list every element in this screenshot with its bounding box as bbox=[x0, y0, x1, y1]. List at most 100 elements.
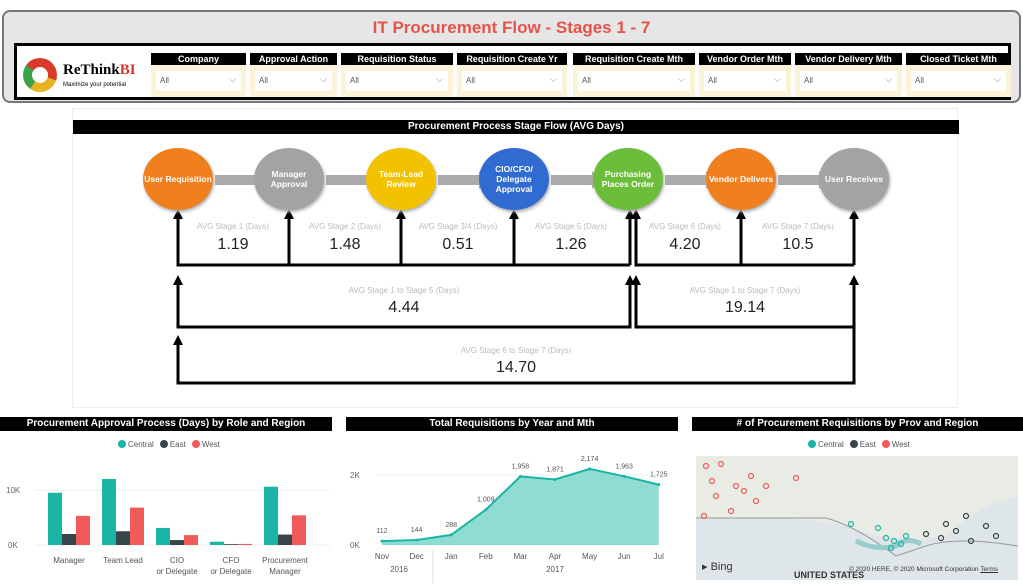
filter-value: All bbox=[160, 76, 169, 85]
metric-label: AVG Stage 7 (Days) bbox=[762, 222, 834, 231]
y-tick: 10K bbox=[6, 486, 21, 495]
bar-east bbox=[278, 534, 292, 545]
map-copyright: © 2020 HERE, © 2020 Microsoft Corporatio… bbox=[849, 566, 998, 573]
total-label: AVG Stage 1 to Stage 5 (Days) bbox=[348, 286, 460, 295]
total-value: 4.44 bbox=[388, 299, 420, 316]
data-point bbox=[657, 483, 661, 487]
map-point bbox=[752, 497, 760, 505]
filter-value: All bbox=[466, 76, 475, 85]
data-point bbox=[622, 474, 626, 478]
arrow-icon bbox=[665, 171, 715, 189]
stage-5: Purchasing Places Order bbox=[593, 148, 663, 210]
data-label: 2,174 bbox=[581, 456, 599, 463]
map-point bbox=[897, 540, 905, 548]
bar-west bbox=[130, 507, 144, 545]
filter-vendor-delivery-mth: Vendor Delivery Mth All ⌵ bbox=[795, 53, 902, 97]
map-legend: Central East West bbox=[808, 440, 910, 449]
filter-dropdown[interactable]: All ⌵ bbox=[156, 71, 241, 91]
filter-bar: ReThinkBI Maximize your potential Compan… bbox=[14, 43, 1011, 100]
bar-east bbox=[62, 534, 76, 545]
map-title: # of Procurement Requisitions by Prov an… bbox=[692, 417, 1023, 431]
legend-west: West bbox=[881, 440, 910, 449]
filter-dropdown[interactable]: All ⌵ bbox=[800, 71, 897, 91]
metric-label: AVG Stage 6 (Days) bbox=[649, 222, 721, 231]
filter-dropdown[interactable]: All ⌵ bbox=[346, 71, 448, 91]
bar-central bbox=[48, 492, 62, 545]
header: IT Procurement Flow - Stages 1 - 7 ReThi… bbox=[2, 10, 1021, 103]
map-point bbox=[874, 524, 882, 532]
filter-requisition-status: Requisition Status All ⌵ bbox=[341, 53, 453, 97]
legend-central: Central bbox=[808, 440, 844, 449]
stage-6: Vendor Delivers bbox=[706, 148, 776, 210]
data-label: 112 bbox=[376, 528, 387, 535]
x-tick-label: Procurement Manager bbox=[262, 556, 309, 576]
metric-label: AVG Stage 5 (Days) bbox=[535, 222, 607, 231]
filter-label: Company bbox=[151, 53, 246, 65]
x-tick-label: Jun bbox=[618, 552, 631, 561]
x-tick-label: CIO or Delegate bbox=[156, 556, 198, 576]
chevron-down-icon: ⌵ bbox=[774, 74, 781, 84]
map[interactable]: ▸ Bing UNITED STATES © 2020 HERE, © 2020… bbox=[696, 456, 1018, 580]
metric-value: 0.51 bbox=[442, 236, 474, 253]
filter-requisition-create-mth: Requisition Create Mth All ⌵ bbox=[573, 53, 695, 97]
map-point bbox=[792, 474, 800, 482]
filter-dropdown[interactable]: All ⌵ bbox=[462, 71, 562, 91]
x-tick-label: Jan bbox=[445, 552, 458, 561]
metric-value: 1.48 bbox=[329, 236, 361, 253]
terms-link[interactable]: Terms bbox=[980, 566, 998, 573]
bing-logo: ▸ Bing bbox=[702, 561, 733, 573]
map-shapes bbox=[696, 456, 1018, 557]
data-point bbox=[588, 467, 592, 471]
filter-dropdown[interactable]: All ⌵ bbox=[255, 71, 332, 91]
x-tick-label: May bbox=[582, 552, 597, 561]
stage-flow-panel: Procurement Process Stage Flow (AVG Days… bbox=[72, 108, 959, 408]
x-tick-label: Feb bbox=[479, 552, 493, 561]
approval-chart-title: Procurement Approval Process (Days) by R… bbox=[0, 417, 332, 431]
filter-dropdown[interactable]: All ⌵ bbox=[704, 71, 786, 91]
legend-west: West bbox=[191, 440, 220, 449]
filter-label: Vendor Order Mth bbox=[699, 53, 791, 65]
filter-vendor-order-mth: Vendor Order Mth All ⌵ bbox=[699, 53, 791, 97]
metric-value: 1.19 bbox=[217, 236, 249, 253]
chevron-down-icon: ⌵ bbox=[550, 74, 557, 84]
filter-value: All bbox=[582, 76, 591, 85]
filter-label: Vendor Delivery Mth bbox=[795, 53, 902, 65]
filter-value: All bbox=[804, 76, 813, 85]
filter-value: All bbox=[259, 76, 268, 85]
map-point bbox=[982, 522, 990, 530]
y-tick: 2K bbox=[350, 471, 360, 480]
filter-value: All bbox=[708, 76, 717, 85]
legend-central: Central bbox=[118, 440, 154, 449]
y-tick: 0K bbox=[8, 541, 18, 550]
bar-east bbox=[116, 531, 130, 545]
total-value: 19.14 bbox=[724, 299, 766, 316]
filter-label: Requisition Create Yr bbox=[457, 53, 567, 65]
flow-brackets bbox=[173, 209, 859, 385]
map-point bbox=[952, 527, 960, 535]
filter-dropdown[interactable]: All ⌵ bbox=[578, 71, 690, 91]
map-point bbox=[702, 462, 710, 470]
x-tick-label: Mar bbox=[514, 552, 528, 561]
map-point bbox=[887, 544, 895, 552]
map-point bbox=[747, 472, 755, 480]
x-tick-label: Dec bbox=[409, 552, 423, 561]
map-point bbox=[740, 487, 748, 495]
total-value: 14.70 bbox=[495, 359, 537, 376]
arrow-icon bbox=[438, 171, 488, 189]
data-point bbox=[449, 533, 453, 537]
filter-requisition-create-yr: Requisition Create Yr All ⌵ bbox=[457, 53, 567, 97]
arrow-icon bbox=[551, 171, 601, 189]
filter-dropdown[interactable]: All ⌵ bbox=[911, 71, 1006, 91]
filter-label: Approval Action bbox=[250, 53, 337, 65]
data-point bbox=[380, 539, 384, 543]
metric-label: AVG Stage 2 (Days) bbox=[309, 222, 381, 231]
logo: ReThinkBI Maximize your potential bbox=[23, 56, 153, 94]
bar-west bbox=[238, 543, 252, 545]
map-point bbox=[712, 492, 720, 500]
total-label: AVG Stage 6 to Stage 7 (Days) bbox=[460, 346, 572, 355]
map-point bbox=[902, 532, 910, 540]
logo-accent: BI bbox=[119, 62, 136, 78]
map-point bbox=[967, 537, 975, 545]
map-point bbox=[992, 532, 1000, 540]
x-tick-label: Manager bbox=[53, 556, 85, 565]
